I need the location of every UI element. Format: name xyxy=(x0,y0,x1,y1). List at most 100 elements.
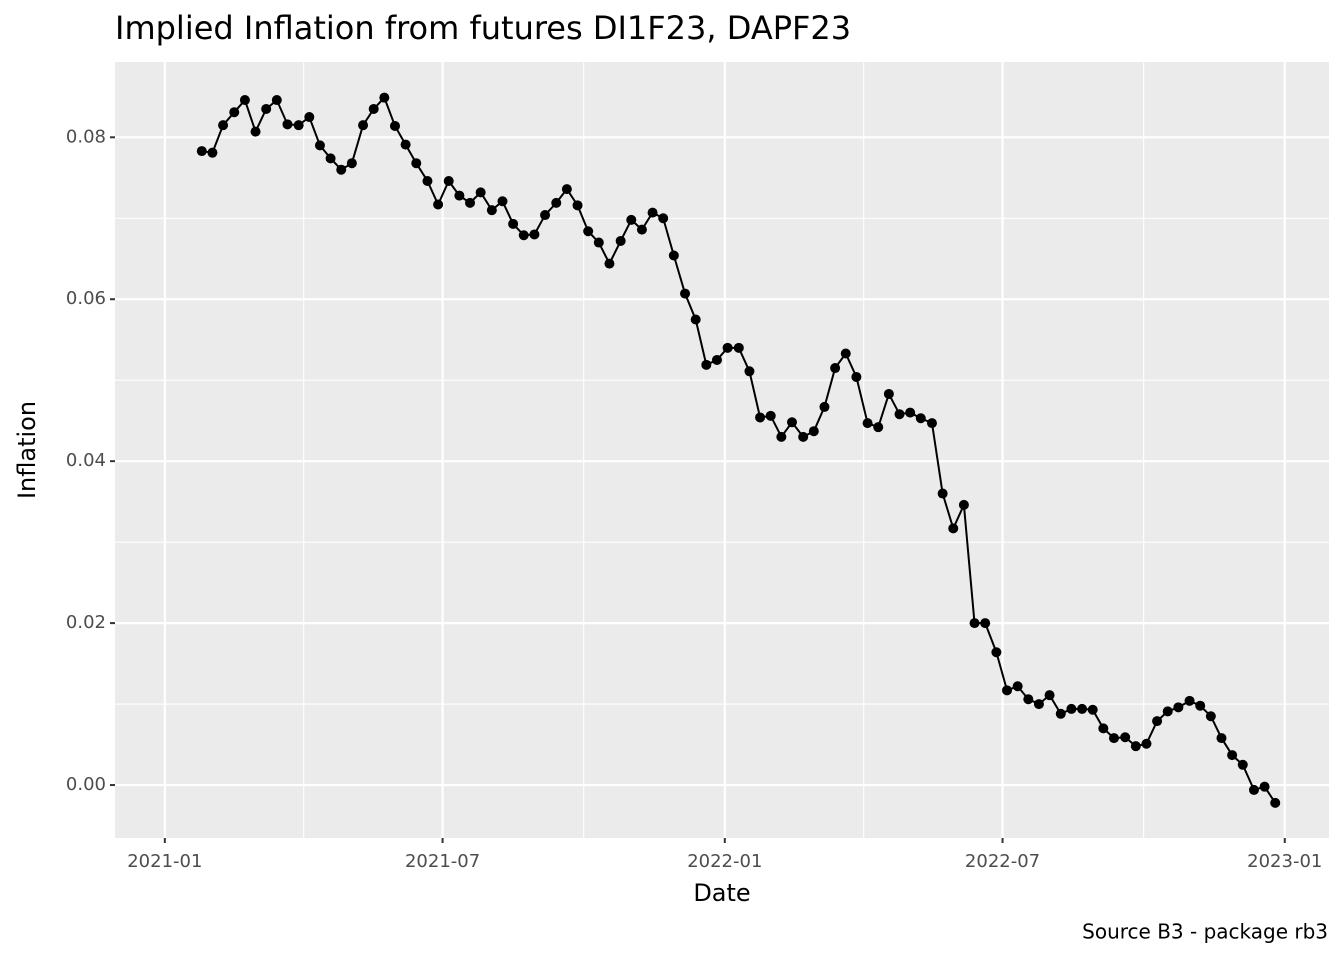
data-point xyxy=(1248,784,1259,795)
x-axis-label: Date xyxy=(693,879,750,907)
data-point xyxy=(1173,702,1184,713)
data-point xyxy=(894,409,905,420)
data-point xyxy=(583,226,594,237)
data-point xyxy=(518,230,529,241)
data-point xyxy=(786,417,797,428)
data-point xyxy=(604,258,615,269)
data-point xyxy=(1141,738,1152,749)
data-point xyxy=(819,401,830,412)
data-point xyxy=(540,210,551,221)
data-point xyxy=(379,92,390,103)
data-point xyxy=(346,158,357,169)
data-point xyxy=(636,224,647,235)
y-tick-label: 0.06 xyxy=(66,288,106,309)
data-point xyxy=(1205,711,1216,722)
data-point xyxy=(1087,704,1098,715)
data-point xyxy=(958,499,969,510)
y-tick-label: 0.08 xyxy=(66,126,106,147)
data-point xyxy=(433,199,444,210)
data-point xyxy=(314,140,325,151)
data-point xyxy=(755,412,766,423)
x-tick-label: 2023-01 xyxy=(1247,851,1322,872)
data-point xyxy=(647,207,658,218)
data-point xyxy=(271,95,282,106)
data-point xyxy=(1216,733,1227,744)
data-point xyxy=(207,147,218,158)
data-point xyxy=(1066,703,1077,714)
data-point xyxy=(1162,706,1173,717)
data-point xyxy=(680,288,691,299)
data-point xyxy=(1033,699,1044,710)
data-point xyxy=(250,126,261,137)
data-point xyxy=(1152,716,1163,727)
data-point xyxy=(358,120,369,131)
data-point xyxy=(389,120,400,131)
caption: Source B3 - package rb3 xyxy=(1082,920,1328,944)
data-point xyxy=(304,112,315,123)
data-point xyxy=(551,197,562,208)
data-point xyxy=(1120,732,1131,743)
data-point xyxy=(905,407,916,418)
data-point xyxy=(400,139,411,150)
data-point xyxy=(486,205,497,216)
data-point xyxy=(1237,759,1248,770)
data-point xyxy=(529,229,540,240)
data-point xyxy=(830,363,841,374)
x-tick-label: 2021-07 xyxy=(405,851,480,872)
data-point xyxy=(776,431,787,442)
data-point xyxy=(1184,695,1195,706)
data-point xyxy=(615,235,626,246)
chart-title: Implied Inflation from futures DI1F23, D… xyxy=(115,9,851,47)
data-point xyxy=(711,354,722,365)
data-point xyxy=(454,190,465,201)
data-point xyxy=(593,237,604,248)
data-point xyxy=(336,164,347,175)
data-point xyxy=(690,314,701,325)
data-point xyxy=(218,120,229,131)
data-point xyxy=(722,342,733,353)
data-point xyxy=(572,200,583,211)
data-point xyxy=(293,120,304,131)
data-point xyxy=(701,359,712,370)
data-point xyxy=(443,176,454,187)
data-point xyxy=(1077,703,1088,714)
data-point xyxy=(926,418,937,429)
data-point xyxy=(239,95,250,106)
data-point xyxy=(261,103,272,114)
data-point xyxy=(1270,797,1281,808)
x-tick-label: 2022-01 xyxy=(687,851,762,872)
y-tick-label: 0.04 xyxy=(66,450,106,471)
grid xyxy=(115,62,1329,838)
data-point xyxy=(368,103,379,114)
data-point xyxy=(798,431,809,442)
y-tick-label: 0.02 xyxy=(66,612,106,633)
data-point xyxy=(508,218,519,229)
data-point xyxy=(1002,685,1013,696)
y-tick-label: 0.00 xyxy=(66,774,106,795)
data-point xyxy=(733,342,744,353)
data-point xyxy=(937,488,948,499)
data-point xyxy=(422,176,433,187)
x-tick-label: 2021-01 xyxy=(127,851,202,872)
data-point xyxy=(626,214,637,225)
data-point xyxy=(196,146,207,157)
data-point xyxy=(851,371,862,382)
data-point xyxy=(475,187,486,198)
data-point xyxy=(915,413,926,424)
data-point xyxy=(873,422,884,433)
data-point xyxy=(744,366,755,377)
data-point xyxy=(765,410,776,421)
data-point xyxy=(561,184,572,195)
data-point xyxy=(980,618,991,629)
data-point xyxy=(991,647,1002,658)
data-point xyxy=(325,153,336,164)
data-point xyxy=(862,418,873,429)
data-point xyxy=(1259,781,1270,792)
x-tick-label: 2022-07 xyxy=(965,851,1040,872)
data-point xyxy=(1044,690,1055,701)
data-point xyxy=(840,348,851,359)
data-point xyxy=(1195,700,1206,711)
data-point xyxy=(282,119,293,130)
